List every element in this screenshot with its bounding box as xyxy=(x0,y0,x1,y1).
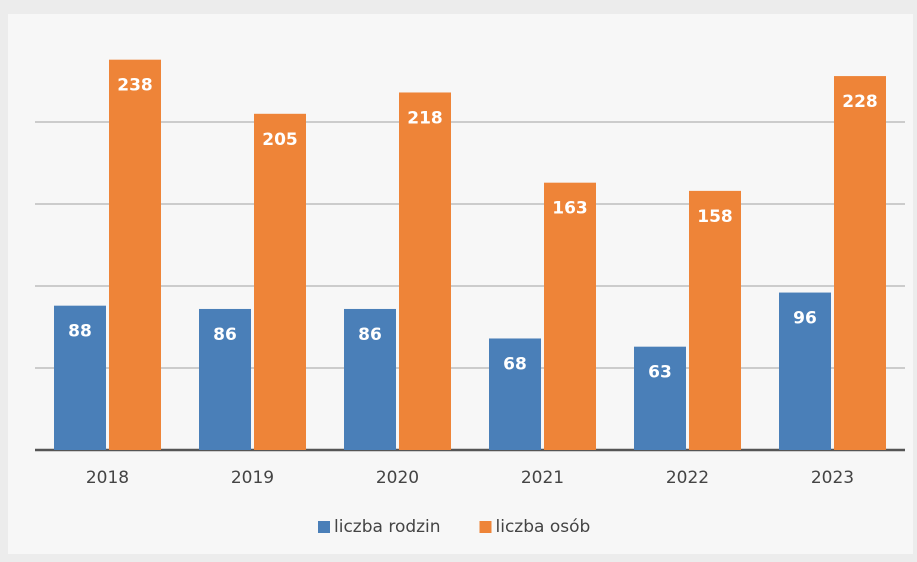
legend-swatch xyxy=(479,521,492,533)
bar xyxy=(199,308,251,450)
legend-label: liczba rodzin xyxy=(334,517,441,537)
data-label: 205 xyxy=(262,130,298,150)
bar xyxy=(109,59,161,451)
bar xyxy=(54,305,106,450)
x-tick-label: 2019 xyxy=(231,468,274,488)
data-label: 68 xyxy=(503,354,527,374)
x-tick-label: 2022 xyxy=(666,468,709,488)
bar xyxy=(344,308,396,450)
data-label: 63 xyxy=(648,363,672,383)
data-label: 86 xyxy=(213,325,237,345)
x-tick-label: 2021 xyxy=(521,468,564,488)
data-label: 158 xyxy=(697,207,733,227)
data-label: 163 xyxy=(552,199,588,219)
data-label: 228 xyxy=(842,92,878,112)
data-label: 86 xyxy=(358,325,382,345)
bar xyxy=(634,346,686,450)
x-tick-label: 2018 xyxy=(86,468,129,488)
bar xyxy=(399,92,451,450)
legend-label: liczba osób xyxy=(496,517,591,537)
bar xyxy=(779,292,831,450)
data-label: 238 xyxy=(117,76,153,96)
bar xyxy=(544,182,596,450)
x-tick-label: 2020 xyxy=(376,468,419,488)
data-label: 218 xyxy=(407,108,443,128)
legend-swatch xyxy=(318,521,330,533)
bar xyxy=(254,113,306,451)
bar xyxy=(489,338,541,450)
data-label: 96 xyxy=(793,309,817,329)
bar xyxy=(834,76,886,450)
data-label: 88 xyxy=(68,322,92,342)
x-tick-label: 2023 xyxy=(811,468,854,488)
bar xyxy=(689,190,741,450)
